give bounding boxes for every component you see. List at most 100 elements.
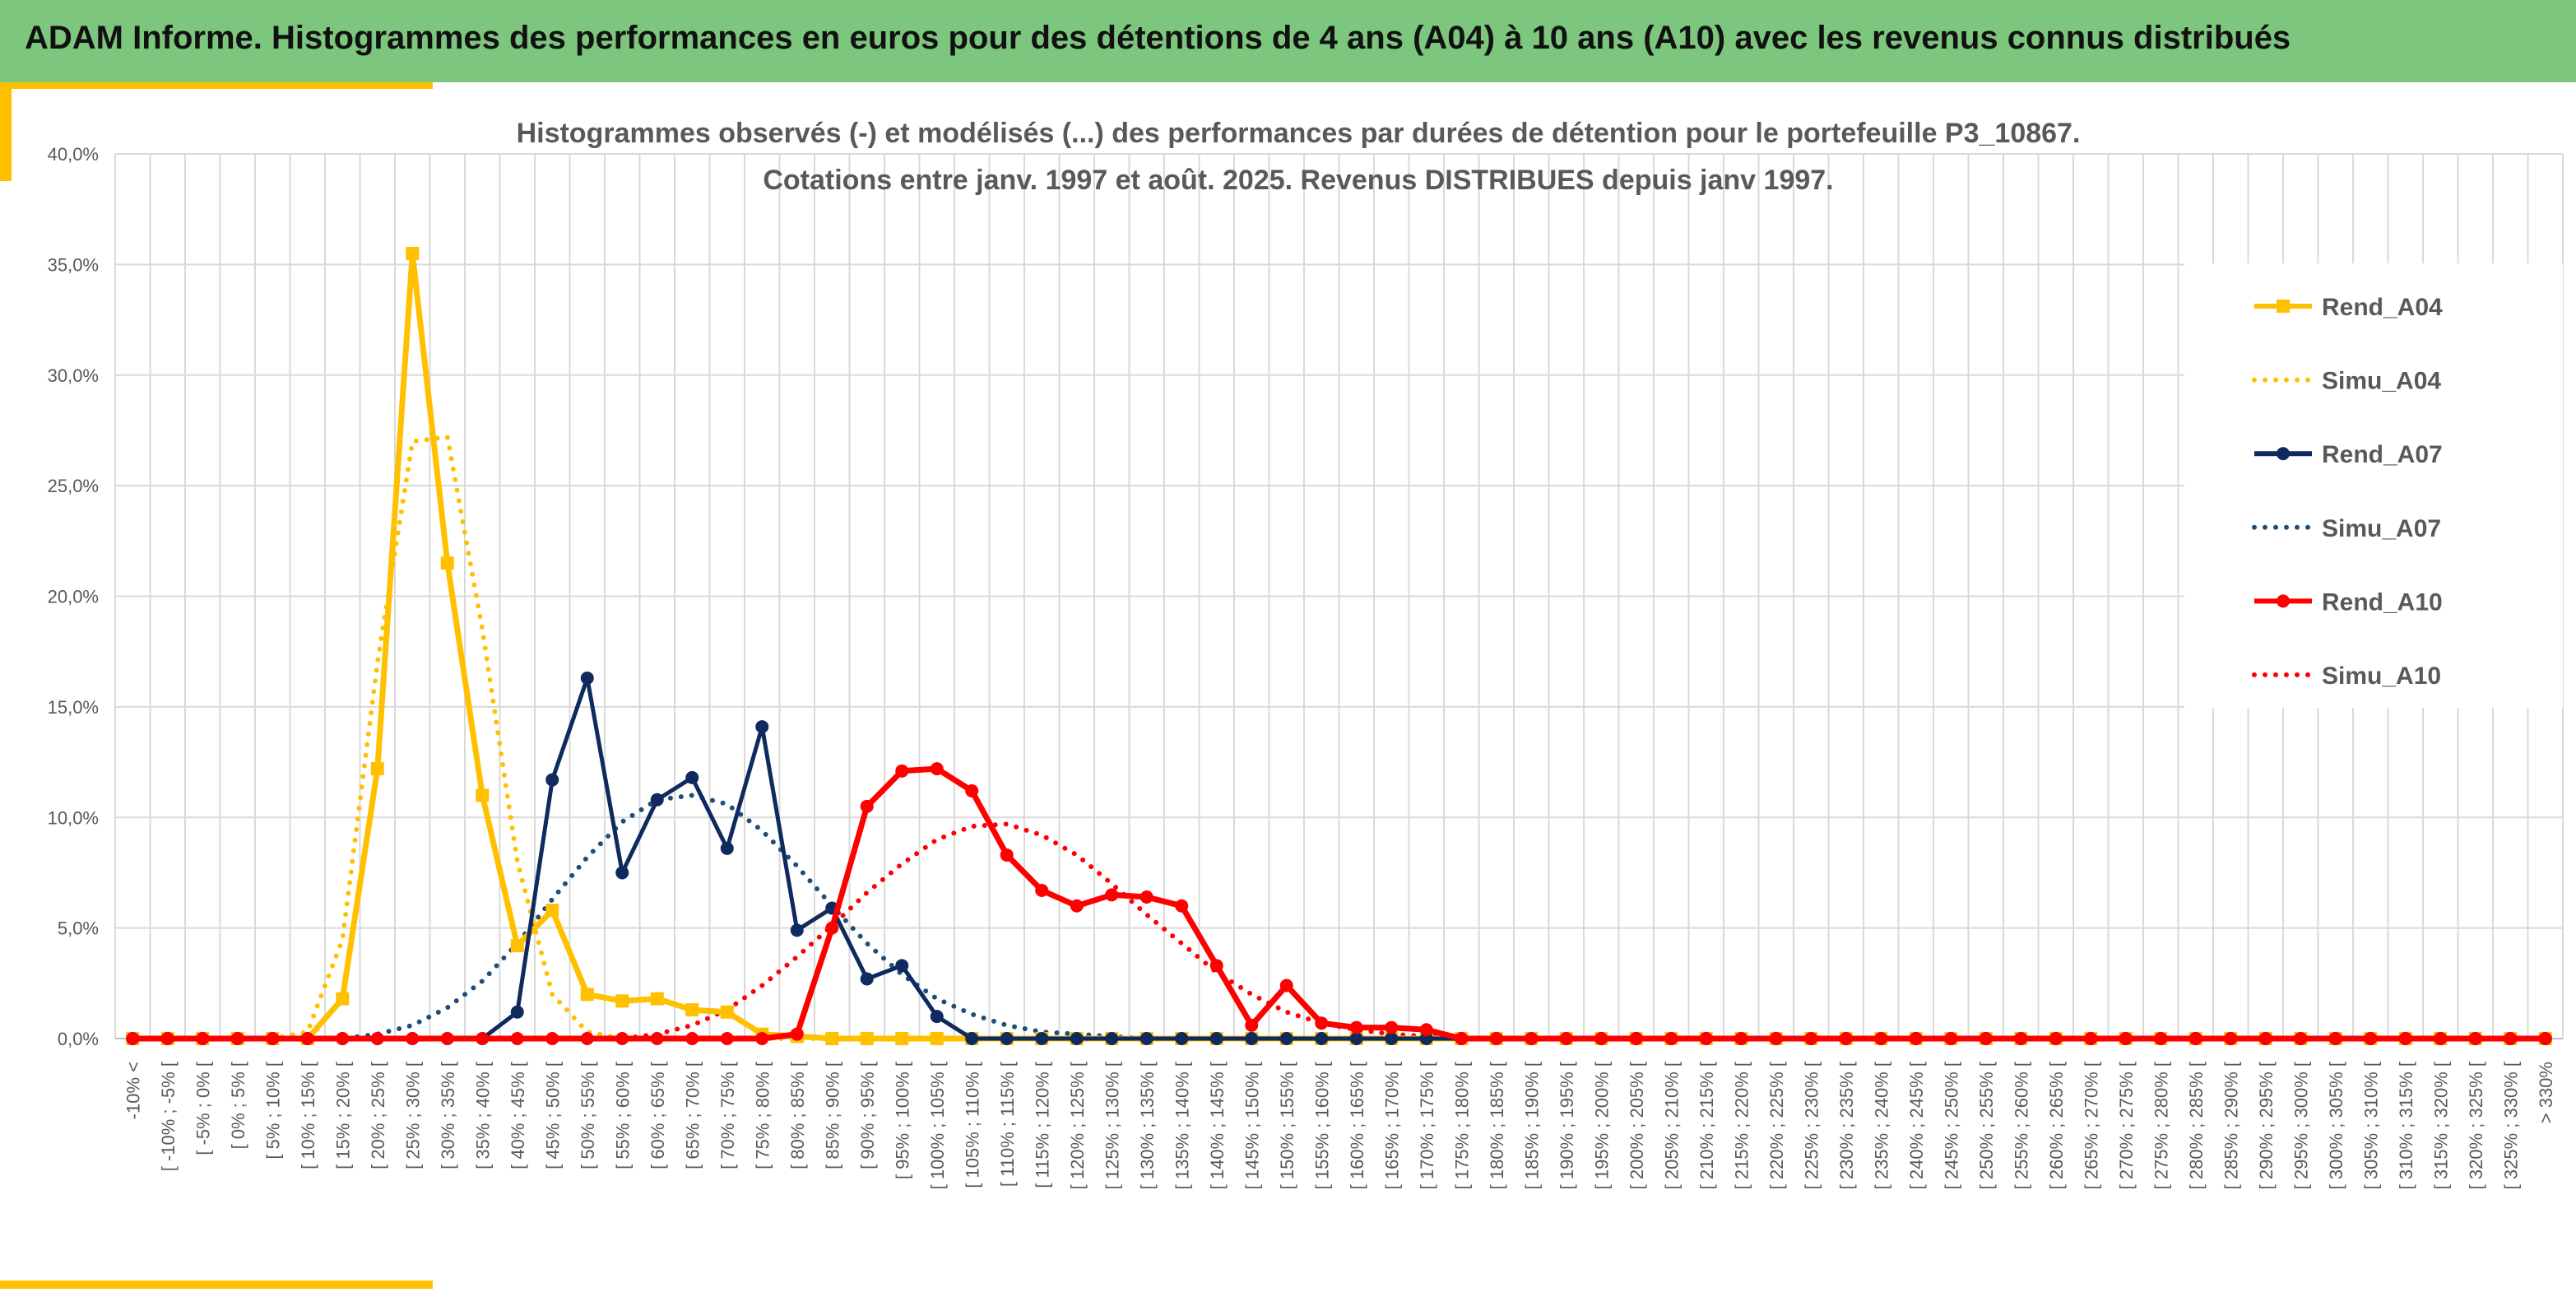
data-point-rend-a10	[685, 1032, 699, 1045]
y-tick-label: 30,0%	[48, 365, 99, 386]
data-point-rend-a07	[1209, 1032, 1223, 1045]
x-tick-label: [ 200% ; 205% [	[1627, 1062, 1647, 1189]
data-point-rend-a07	[790, 923, 804, 937]
data-point-rend-a04	[476, 788, 490, 802]
data-point-rend-a04	[930, 1032, 944, 1045]
x-tick-label: [ 165% ; 170% [	[1381, 1062, 1402, 1189]
data-point-rend-a10	[1909, 1032, 1923, 1045]
data-point-rend-a07	[720, 841, 734, 855]
x-tick-label: [ 190% ; 195% [	[1557, 1062, 1577, 1189]
data-point-rend-a10	[2504, 1032, 2518, 1045]
y-tick-label: 10,0%	[48, 807, 99, 828]
x-tick-label: [ 305% ; 310% [	[2360, 1062, 2381, 1189]
x-tick-label: [ 75% ; 80% [	[752, 1062, 773, 1169]
data-point-rend-a10	[1944, 1032, 1958, 1045]
data-point-rend-a07	[1070, 1032, 1084, 1045]
x-tick-label: [ 80% ; 85% [	[787, 1062, 808, 1169]
x-tick-label: [ 275% ; 280% [	[2151, 1062, 2171, 1189]
legend-rend-a04-marker	[2277, 300, 2290, 313]
data-point-rend-a04	[860, 1032, 874, 1045]
data-point-rend-a07	[1279, 1032, 1293, 1045]
data-point-rend-a10	[336, 1032, 350, 1045]
data-point-rend-a07	[1385, 1032, 1399, 1045]
data-point-rend-a10	[1839, 1032, 1853, 1045]
x-tick-label: [ 255% ; 260% [	[2011, 1062, 2031, 1189]
x-tick-label: [ 100% ; 105% [	[927, 1062, 948, 1189]
data-point-rend-a10	[1664, 1032, 1678, 1045]
data-point-rend-a10	[1455, 1032, 1469, 1045]
data-point-rend-a07	[510, 1005, 524, 1019]
data-point-rend-a10	[1349, 1020, 1363, 1034]
data-point-rend-a10	[2084, 1032, 2098, 1045]
data-point-rend-a10	[1979, 1032, 1993, 1045]
legend-rend-a10-marker	[2277, 594, 2290, 608]
data-point-rend-a10	[965, 784, 979, 797]
data-point-rend-a04	[685, 1003, 699, 1017]
data-point-rend-a10	[615, 1032, 629, 1045]
legend-background	[2184, 263, 2563, 708]
data-point-rend-a07	[1315, 1032, 1329, 1045]
legend-simu-a07-label: Simu_A07	[2322, 515, 2441, 542]
x-tick-label: [ 115% ; 120% [	[1032, 1062, 1052, 1188]
chart-subtitle: Cotations entre janv. 1997 et août. 2025…	[763, 165, 1833, 196]
data-point-rend-a10	[300, 1032, 314, 1045]
data-point-rend-a10	[2258, 1032, 2272, 1045]
x-tick-label: [ 60% ; 65% [	[647, 1062, 668, 1169]
data-point-rend-a04	[615, 994, 629, 1008]
data-point-rend-a10	[510, 1032, 524, 1045]
x-tick-label: [ 85% ; 90% [	[822, 1062, 842, 1169]
x-tick-label: [ 140% ; 145% [	[1207, 1062, 1228, 1189]
data-point-rend-a10	[1419, 1023, 1433, 1037]
x-tick-label: [ 70% ; 75% [	[717, 1062, 738, 1169]
data-point-rend-a10	[1525, 1032, 1539, 1045]
data-point-rend-a10	[1175, 899, 1189, 913]
data-point-rend-a07	[860, 972, 874, 986]
x-tick-label: [ 285% ; 290% [	[2221, 1062, 2241, 1189]
x-tick-label: [ 220% ; 225% [	[1766, 1062, 1787, 1189]
legend-rend-a07-label: Rend_A07	[2322, 441, 2443, 468]
y-tick-label: 25,0%	[48, 476, 99, 496]
data-point-rend-a07	[615, 866, 629, 880]
x-tick-label: [ 135% ; 140% [	[1172, 1062, 1192, 1189]
x-tick-label: [ -5% ; 0% [	[193, 1062, 213, 1155]
x-tick-label: [ 215% ; 220% [	[1731, 1062, 1752, 1189]
data-point-rend-a10	[2364, 1032, 2378, 1045]
data-point-rend-a10	[2328, 1032, 2342, 1045]
x-tick-label: [ 120% ; 125% [	[1067, 1062, 1088, 1189]
series-line-rend-a10	[132, 765, 2546, 1042]
x-tick-label: [ 170% ; 175% [	[1417, 1062, 1437, 1189]
data-point-rend-a07	[1245, 1032, 1259, 1045]
x-tick-label: > 330%	[2536, 1062, 2556, 1123]
data-point-rend-a04	[406, 246, 420, 260]
data-point-rend-a10	[790, 1027, 804, 1041]
accent-bar-bottom	[0, 1281, 433, 1289]
data-point-rend-a10	[1070, 899, 1084, 913]
x-tick-label: [ 230% ; 235% [	[1836, 1062, 1857, 1189]
data-point-rend-a07	[1105, 1032, 1119, 1045]
x-tick-label: [ 130% ; 135% [	[1137, 1062, 1158, 1189]
x-tick-label: [ 105% ; 110% [	[962, 1062, 982, 1188]
y-tick-label: 5,0%	[58, 918, 99, 939]
data-point-rend-a10	[1139, 890, 1153, 904]
data-point-rend-a07	[545, 773, 559, 787]
x-tick-label: [ 310% ; 315% [	[2396, 1062, 2416, 1189]
y-tick-label: 35,0%	[48, 254, 99, 275]
data-point-rend-a10	[126, 1032, 140, 1045]
data-point-rend-a10	[860, 799, 874, 813]
data-point-rend-a10	[1385, 1020, 1399, 1034]
data-point-rend-a10	[1629, 1032, 1643, 1045]
x-tick-label: [ 320% ; 325% [	[2466, 1062, 2486, 1189]
x-tick-label: [ 300% ; 305% [	[2326, 1062, 2346, 1189]
x-tick-label: [ 155% ; 160% [	[1311, 1062, 1332, 1189]
data-point-rend-a10	[2188, 1032, 2202, 1045]
data-point-rend-a10	[1874, 1032, 1888, 1045]
x-tick-label: [ 290% ; 295% [	[2256, 1062, 2277, 1189]
x-tick-label: [ -10% ; -5% [	[158, 1062, 179, 1171]
x-tick-label: [ 210% ; 215% [	[1696, 1062, 1717, 1189]
x-tick-label: [ 150% ; 155% [	[1277, 1062, 1297, 1189]
data-point-rend-a07	[755, 720, 769, 734]
data-point-rend-a10	[545, 1032, 559, 1045]
data-point-rend-a07	[685, 770, 699, 784]
data-point-rend-a07	[1139, 1032, 1153, 1045]
